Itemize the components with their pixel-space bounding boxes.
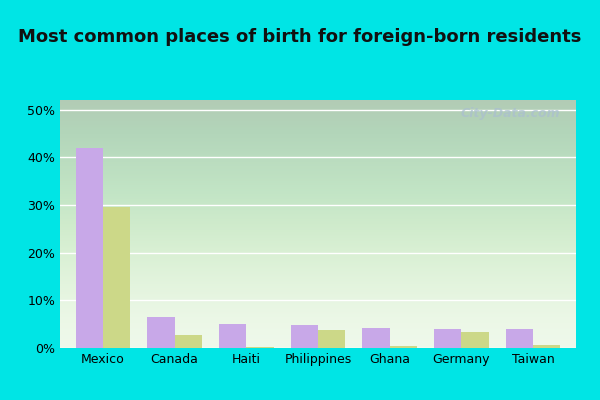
- Bar: [291, 325, 318, 348]
- Bar: [219, 324, 247, 348]
- Bar: [247, 346, 274, 348]
- Bar: [434, 329, 461, 348]
- Bar: [318, 330, 345, 348]
- Bar: [148, 317, 175, 348]
- Text: City-Data.com: City-Data.com: [461, 108, 560, 120]
- Text: Most common places of birth for foreign-born residents: Most common places of birth for foreign-…: [19, 28, 581, 46]
- Bar: [103, 207, 130, 348]
- Bar: [76, 148, 103, 348]
- Bar: [533, 345, 560, 348]
- Bar: [175, 335, 202, 348]
- Bar: [506, 330, 533, 348]
- Bar: [362, 328, 389, 348]
- Bar: [461, 332, 488, 348]
- Bar: [389, 346, 417, 348]
